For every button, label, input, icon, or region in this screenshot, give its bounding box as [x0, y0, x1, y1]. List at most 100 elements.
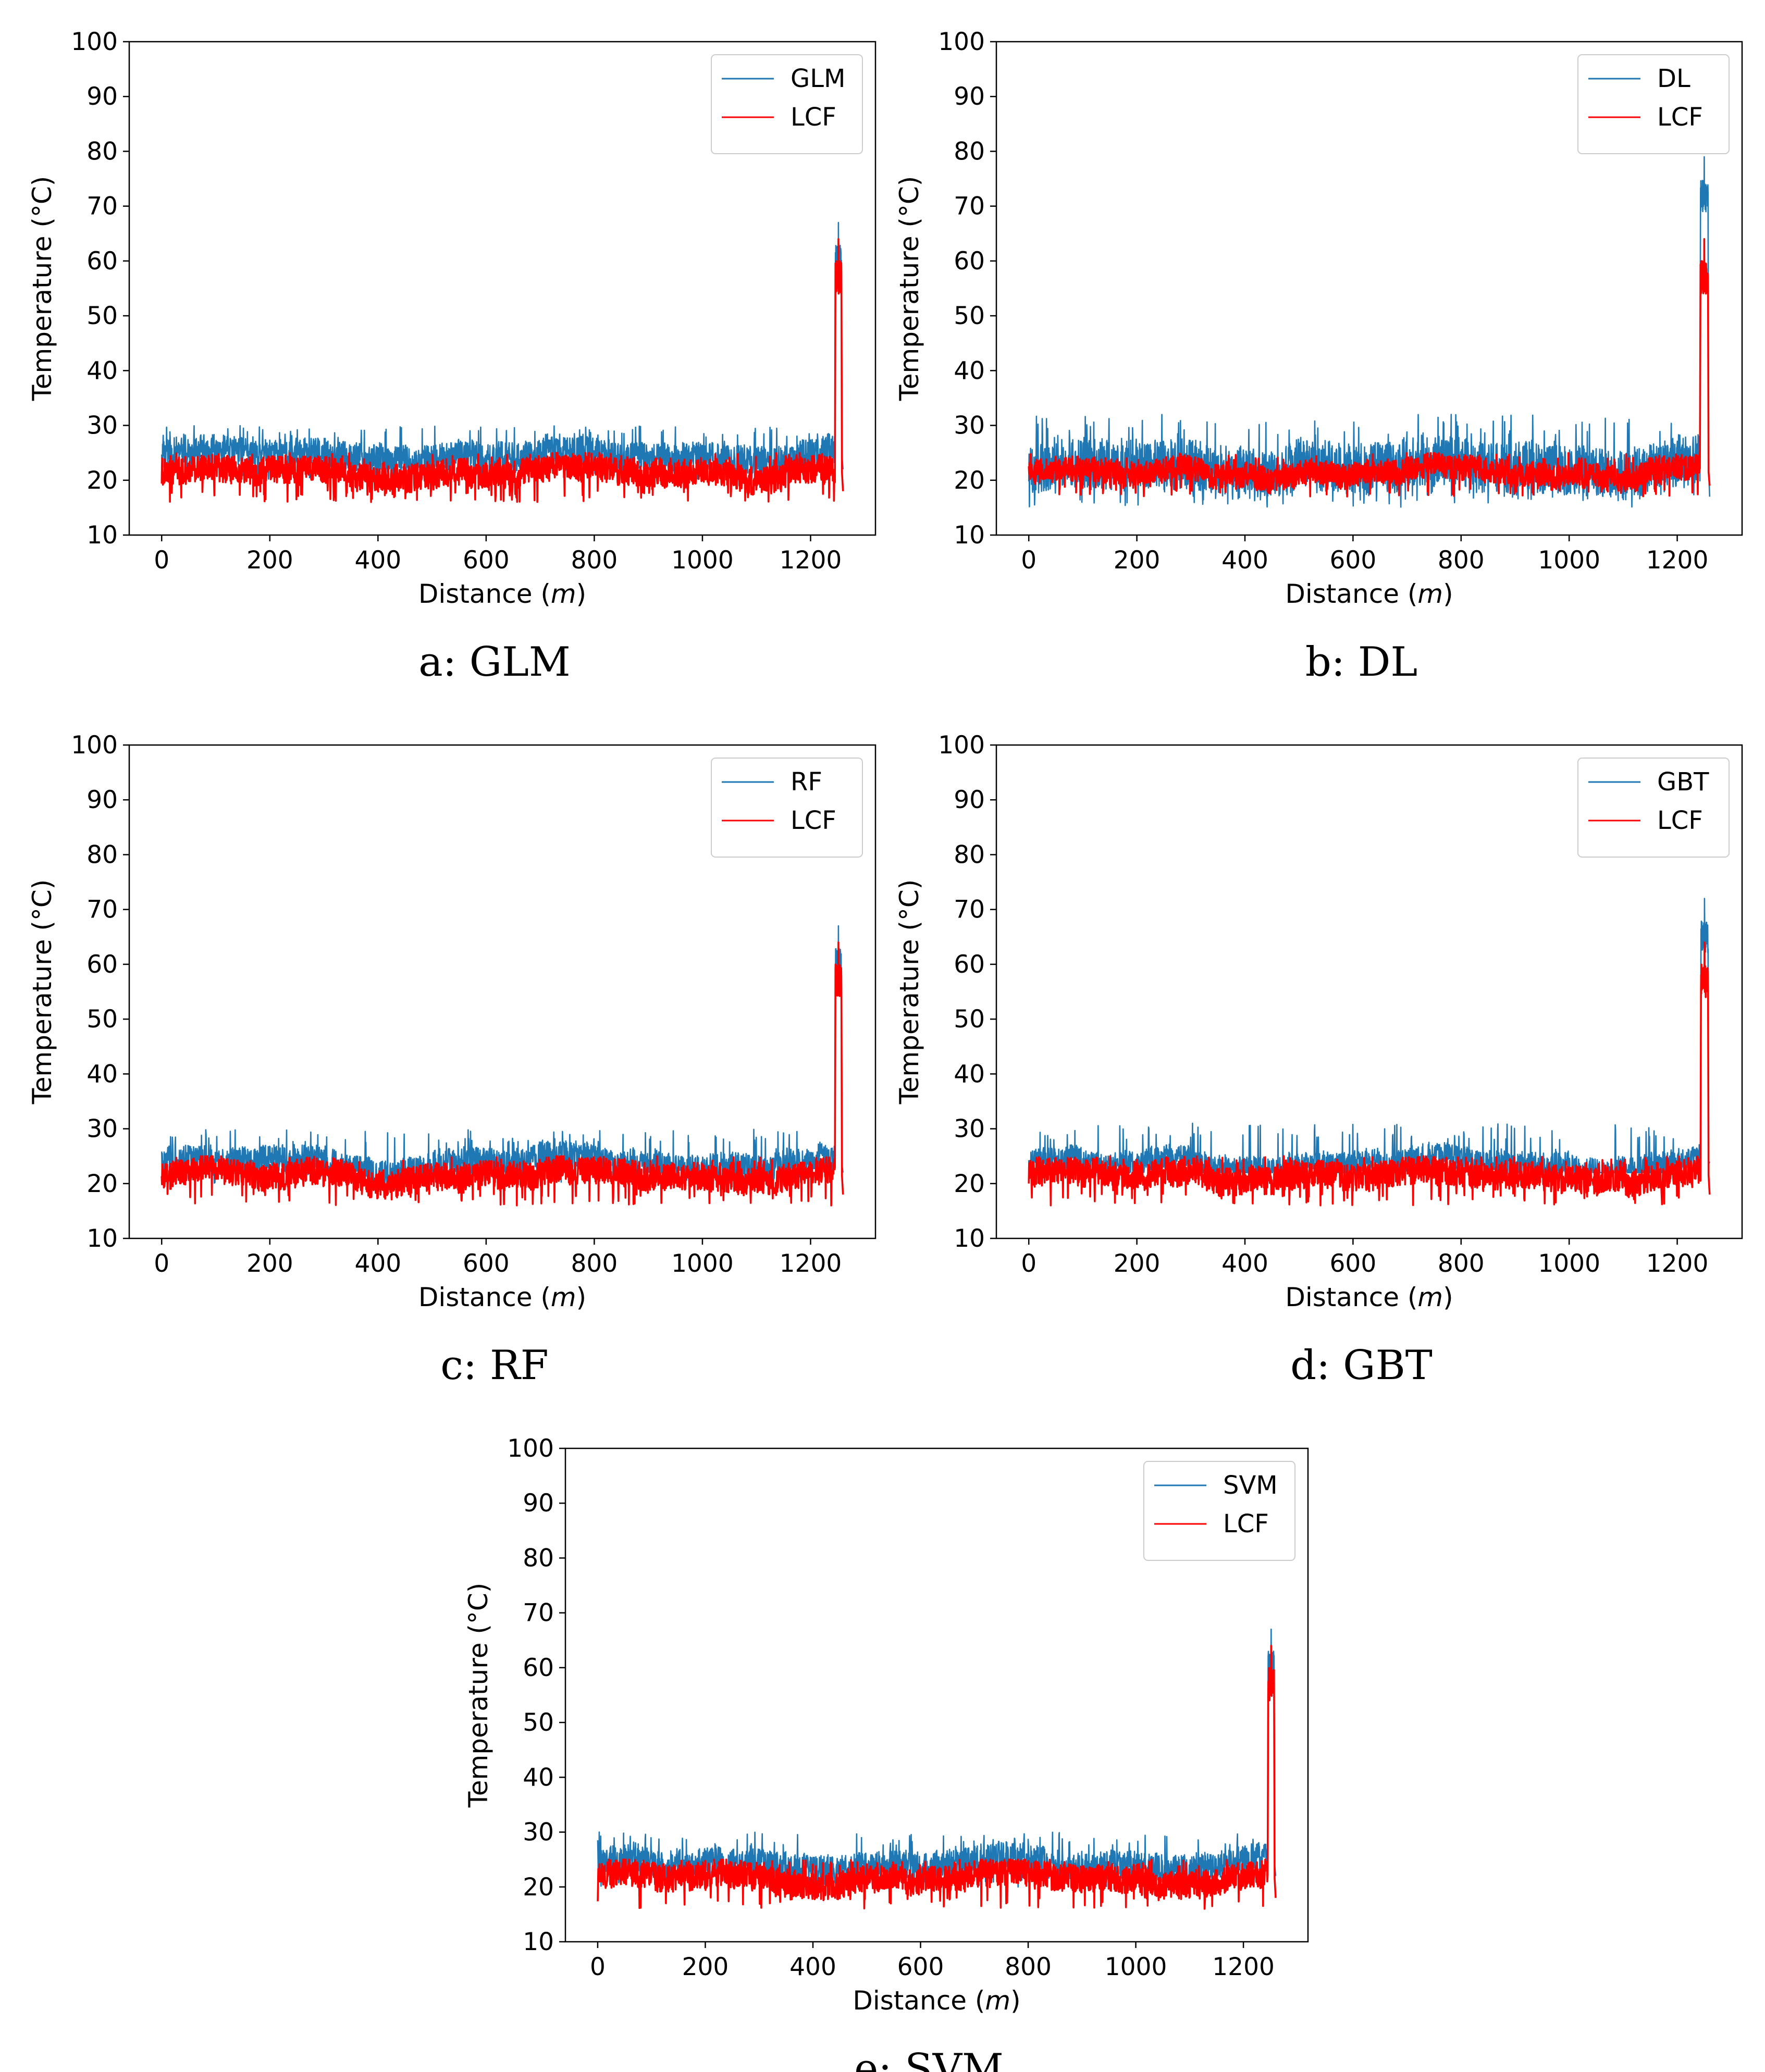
- y-tick-label: 60: [954, 247, 985, 276]
- x-tick-label: 0: [154, 546, 169, 575]
- subfigure-caption: d: GBT: [1290, 1342, 1433, 1389]
- y-tick-label: 30: [87, 412, 118, 440]
- legend: RF LCF: [711, 758, 863, 858]
- x-axis-label: Distance (m): [1285, 579, 1453, 609]
- legend-label-svm: SVM: [1223, 1471, 1278, 1500]
- x-tick-label: 200: [682, 1953, 729, 1981]
- y-tick-label: 40: [954, 1060, 985, 1088]
- y-tick-label: 70: [954, 896, 985, 924]
- subfigure-caption: e: SVM: [854, 2045, 1004, 2072]
- x-tick-label: 1200: [780, 546, 842, 575]
- x-tick-label: 1000: [1105, 1953, 1167, 1981]
- y-tick-label: 70: [87, 192, 118, 221]
- legend: GBT LCF: [1577, 758, 1730, 858]
- y-tick-label: 50: [954, 1005, 985, 1034]
- y-tick-label: 10: [954, 521, 985, 550]
- y-tick-label: 80: [954, 137, 985, 166]
- y-tick-label: 40: [87, 356, 118, 385]
- y-tick-label: 90: [954, 786, 985, 814]
- y-axis-label: Temperature (°C): [27, 176, 57, 402]
- legend-label-rf: RF: [791, 767, 822, 797]
- subfigure-caption: c: RF: [440, 1342, 549, 1389]
- x-tick-label: 800: [571, 546, 618, 575]
- series-line-rf: [161, 925, 844, 1185]
- x-tick-label: 600: [463, 546, 510, 575]
- y-tick-label: 80: [87, 137, 118, 166]
- x-tick-label: 200: [1114, 1249, 1161, 1278]
- y-tick-label: 90: [87, 82, 118, 111]
- y-tick-label: 100: [938, 28, 985, 56]
- y-tick-label: 60: [87, 950, 118, 979]
- x-tick-label: 600: [897, 1953, 944, 1981]
- legend-box: [711, 758, 863, 858]
- x-tick-label: 0: [1021, 1249, 1036, 1278]
- x-tick-label: 400: [789, 1953, 836, 1981]
- series-line-gbt: [1028, 898, 1711, 1173]
- series-line-glm: [161, 221, 844, 481]
- x-tick-label: 200: [246, 1249, 293, 1278]
- y-tick-label: 30: [954, 1115, 985, 1144]
- y-tick-label: 50: [87, 302, 118, 330]
- legend-label-dl: DL: [1657, 64, 1690, 93]
- x-tick-label: 800: [1005, 1953, 1052, 1981]
- x-tick-label: 400: [354, 546, 401, 575]
- x-tick-label: 1000: [1538, 546, 1600, 575]
- series-line-lcf: [161, 238, 844, 503]
- legend-label-glm: GLM: [791, 64, 845, 93]
- y-tick-label: 80: [87, 840, 118, 869]
- y-tick-label: 50: [523, 1708, 554, 1737]
- x-tick-label: 1000: [671, 1249, 734, 1278]
- legend: DL LCF: [1577, 54, 1730, 154]
- subfigure-caption: b: DL: [1305, 639, 1417, 686]
- legend-label-lcf: LCF: [791, 806, 836, 835]
- axes-frame: [564, 1447, 1309, 1943]
- x-tick-label: 0: [1021, 546, 1036, 575]
- x-tick-label: 600: [1330, 546, 1377, 575]
- axes-frame: [128, 41, 877, 536]
- x-tick-label: 800: [571, 1249, 618, 1278]
- y-tick-label: 80: [523, 1544, 554, 1572]
- legend-label-lcf: LCF: [791, 103, 836, 132]
- y-tick-label: 90: [87, 786, 118, 814]
- x-tick-label: 200: [1114, 546, 1161, 575]
- y-tick-label: 90: [954, 82, 985, 111]
- y-tick-label: 10: [523, 1928, 554, 1956]
- x-tick-label: 600: [463, 1249, 510, 1278]
- x-tick-label: 1200: [1212, 1953, 1275, 1981]
- x-tick-label: 400: [1221, 546, 1268, 575]
- legend-label-lcf: LCF: [1223, 1509, 1269, 1539]
- legend-box: [1577, 54, 1730, 154]
- legend-label-lcf: LCF: [1657, 103, 1703, 132]
- x-tick-label: 800: [1438, 1249, 1485, 1278]
- y-tick-label: 60: [954, 950, 985, 979]
- x-axis-label: Distance (m): [418, 1282, 586, 1312]
- subfigure-caption: a: GLM: [418, 639, 571, 686]
- y-tick-label: 80: [954, 840, 985, 869]
- series-line-lcf: [161, 941, 844, 1207]
- series-line-svm: [597, 1628, 1277, 1888]
- series-line-lcf: [1028, 941, 1711, 1207]
- y-tick-label: 40: [954, 356, 985, 385]
- y-tick-label: 10: [87, 521, 118, 550]
- y-tick-label: 70: [87, 896, 118, 924]
- axes-frame: [995, 41, 1743, 536]
- y-tick-label: 90: [523, 1489, 554, 1518]
- axes-frame: [995, 744, 1743, 1239]
- y-tick-label: 20: [87, 466, 118, 495]
- series-line-lcf: [1028, 238, 1711, 498]
- y-axis-label: Temperature (°C): [27, 879, 57, 1105]
- series-line-dl: [1028, 156, 1711, 508]
- x-axis-label: Distance (m): [853, 1986, 1020, 2016]
- x-tick-label: 400: [1221, 1249, 1268, 1278]
- y-tick-label: 100: [71, 731, 118, 760]
- x-tick-label: 1200: [1646, 1249, 1709, 1278]
- y-axis-label: Temperature (°C): [894, 176, 924, 402]
- x-tick-label: 400: [354, 1249, 401, 1278]
- y-tick-label: 70: [954, 192, 985, 221]
- legend: GLM LCF: [711, 54, 863, 154]
